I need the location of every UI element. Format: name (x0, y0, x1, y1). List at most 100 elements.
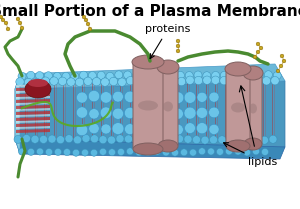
Circle shape (184, 135, 192, 143)
Polygon shape (16, 93, 50, 97)
Circle shape (6, 27, 10, 31)
Ellipse shape (158, 140, 178, 152)
Circle shape (46, 149, 52, 155)
Circle shape (167, 136, 175, 144)
Circle shape (280, 54, 284, 58)
Circle shape (217, 148, 224, 155)
Circle shape (161, 123, 171, 134)
Circle shape (176, 49, 180, 53)
Circle shape (154, 148, 160, 155)
Circle shape (82, 149, 88, 156)
Circle shape (148, 91, 160, 102)
Circle shape (44, 72, 52, 80)
Circle shape (65, 135, 73, 143)
Circle shape (158, 136, 166, 144)
Circle shape (76, 124, 88, 136)
Circle shape (253, 148, 260, 155)
Circle shape (159, 72, 167, 80)
Polygon shape (16, 105, 50, 109)
Circle shape (100, 92, 112, 103)
Circle shape (133, 135, 141, 143)
Circle shape (235, 135, 243, 143)
Circle shape (176, 39, 180, 43)
Circle shape (71, 73, 79, 80)
Circle shape (199, 148, 206, 155)
Ellipse shape (225, 62, 251, 76)
Ellipse shape (231, 102, 245, 112)
Circle shape (124, 135, 133, 143)
Circle shape (109, 77, 118, 86)
Circle shape (172, 108, 183, 119)
Ellipse shape (226, 140, 250, 152)
Circle shape (193, 136, 200, 144)
Text: proteins: proteins (145, 24, 191, 59)
Circle shape (143, 77, 152, 85)
Circle shape (89, 109, 99, 119)
Circle shape (75, 78, 84, 87)
Circle shape (20, 26, 24, 30)
Circle shape (190, 149, 196, 156)
Circle shape (112, 123, 124, 134)
Circle shape (208, 148, 214, 155)
Circle shape (228, 76, 237, 84)
Circle shape (262, 148, 268, 155)
Circle shape (88, 90, 100, 102)
Circle shape (196, 123, 208, 134)
Polygon shape (15, 64, 285, 89)
Circle shape (253, 55, 257, 59)
Polygon shape (16, 96, 50, 99)
Circle shape (150, 72, 158, 80)
Circle shape (209, 107, 219, 118)
Ellipse shape (133, 143, 163, 155)
Circle shape (150, 136, 158, 144)
Circle shape (74, 136, 82, 144)
Circle shape (211, 76, 220, 84)
Polygon shape (15, 139, 285, 159)
Circle shape (256, 71, 264, 79)
Circle shape (176, 135, 184, 143)
Circle shape (149, 123, 159, 134)
Circle shape (14, 135, 22, 143)
Polygon shape (16, 102, 50, 105)
Circle shape (24, 78, 33, 87)
Circle shape (73, 149, 80, 156)
Circle shape (256, 50, 260, 54)
Circle shape (152, 77, 160, 86)
Circle shape (203, 76, 211, 84)
Circle shape (0, 15, 3, 19)
Circle shape (226, 148, 232, 155)
Circle shape (141, 72, 149, 80)
Circle shape (256, 42, 260, 46)
Polygon shape (16, 129, 50, 133)
Circle shape (80, 71, 88, 79)
Circle shape (172, 92, 184, 103)
Circle shape (126, 76, 135, 85)
Circle shape (107, 136, 116, 144)
Ellipse shape (157, 60, 179, 74)
Circle shape (86, 22, 90, 26)
Ellipse shape (249, 103, 257, 113)
Ellipse shape (132, 55, 164, 69)
Circle shape (163, 149, 170, 156)
Circle shape (184, 107, 196, 119)
Circle shape (82, 15, 86, 19)
Circle shape (16, 78, 24, 86)
Circle shape (91, 135, 98, 143)
Circle shape (127, 148, 134, 155)
Circle shape (16, 17, 20, 21)
FancyBboxPatch shape (158, 66, 178, 147)
Circle shape (237, 77, 245, 85)
FancyBboxPatch shape (133, 61, 163, 150)
Circle shape (262, 77, 271, 85)
Circle shape (100, 148, 106, 155)
Circle shape (84, 77, 92, 85)
Circle shape (55, 148, 62, 155)
Circle shape (184, 92, 196, 103)
Polygon shape (16, 84, 50, 87)
Circle shape (176, 71, 184, 79)
Circle shape (245, 77, 254, 85)
Circle shape (145, 149, 152, 156)
Ellipse shape (163, 102, 173, 111)
Circle shape (91, 149, 98, 156)
Circle shape (118, 148, 124, 155)
